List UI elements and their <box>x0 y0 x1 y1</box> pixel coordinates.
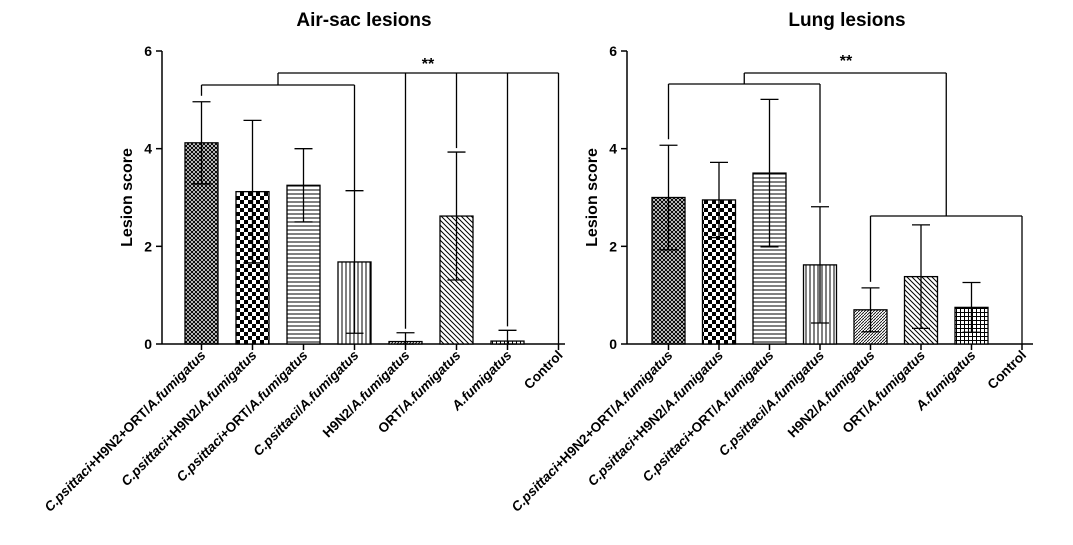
y-tick-label: 2 <box>609 238 617 254</box>
y-axis-label: Lesion score <box>584 148 601 247</box>
y-tick-label: 4 <box>144 141 152 157</box>
category-label-7: Control <box>985 348 1030 393</box>
y-tick-label: 0 <box>144 336 152 352</box>
y-tick-label: 4 <box>609 141 617 157</box>
chart-title: Lung lesions <box>788 10 905 31</box>
category-label-4: H9N2/A.fumigatus <box>785 347 878 440</box>
chart-title: Air-sac lesions <box>296 10 431 31</box>
y-tick-label: 6 <box>144 43 152 59</box>
significance-label: ** <box>422 56 435 73</box>
y-tick-label: 2 <box>144 238 152 254</box>
y-tick-label: 6 <box>609 43 617 59</box>
y-axis-label: Lesion score <box>119 148 136 247</box>
y-tick-label: 0 <box>609 336 617 352</box>
category-label-7: Control <box>521 348 566 393</box>
significance-label: ** <box>840 53 853 70</box>
category-label-4: H9N2/A.fumigatus <box>320 347 413 440</box>
